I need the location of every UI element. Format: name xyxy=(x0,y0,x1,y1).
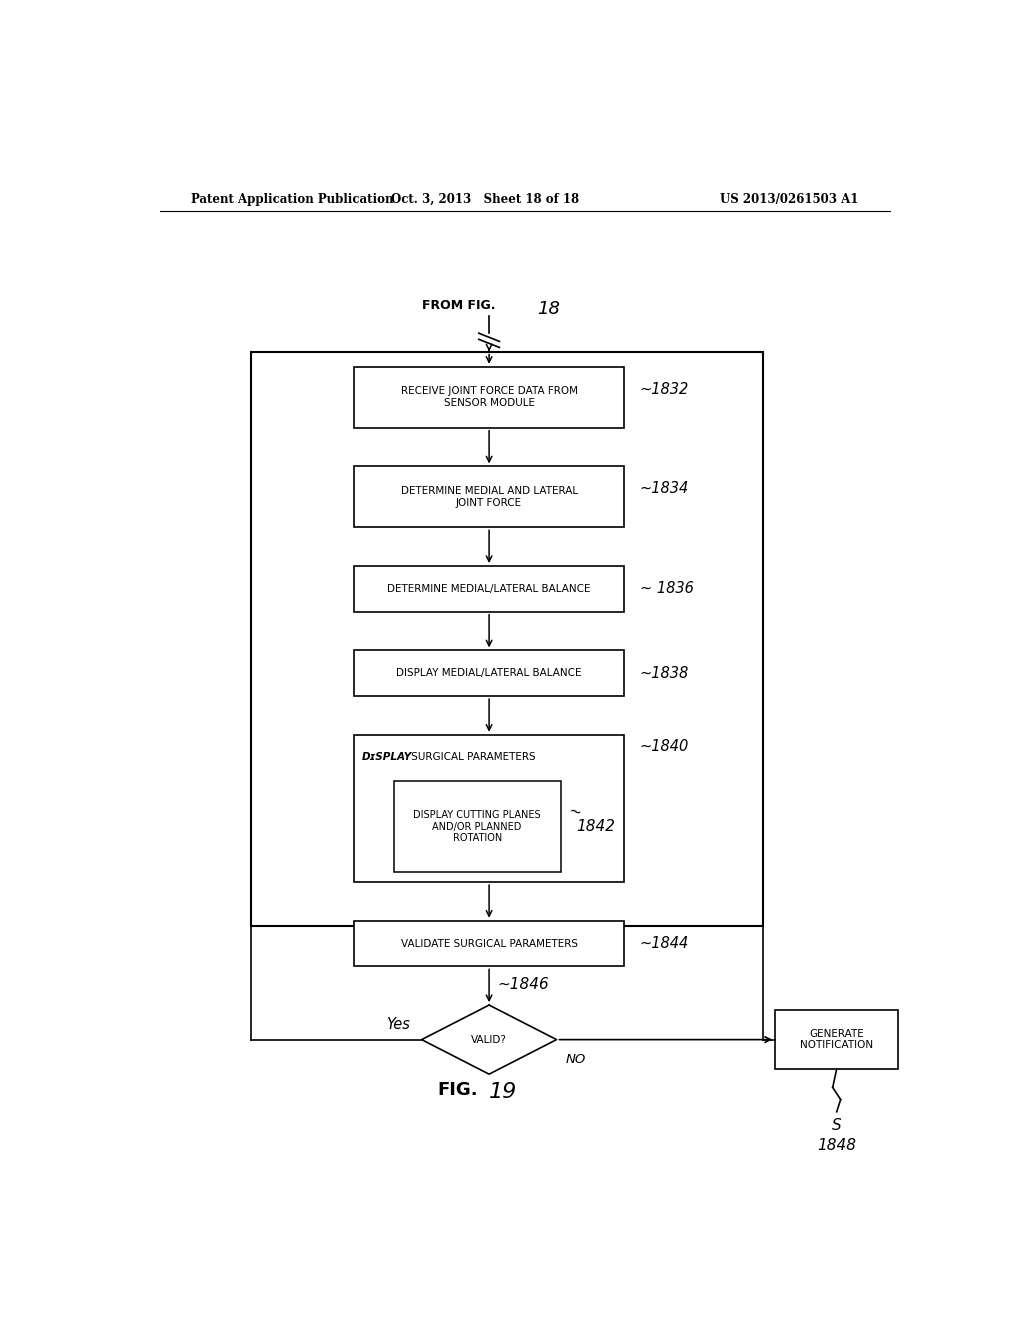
Bar xyxy=(394,781,560,873)
Bar xyxy=(251,351,763,925)
Polygon shape xyxy=(422,1005,557,1074)
Bar xyxy=(354,651,624,696)
Text: ~1840: ~1840 xyxy=(640,739,689,755)
Text: Oct. 3, 2013   Sheet 18 of 18: Oct. 3, 2013 Sheet 18 of 18 xyxy=(391,193,580,206)
Text: ~ 1836: ~ 1836 xyxy=(640,581,693,597)
Text: DISPLAY MEDIAL/LATERAL BALANCE: DISPLAY MEDIAL/LATERAL BALANCE xyxy=(396,668,582,678)
Bar xyxy=(354,921,624,966)
Bar xyxy=(354,735,624,882)
Text: ~1834: ~1834 xyxy=(640,482,689,496)
Text: US 2013/0261503 A1: US 2013/0261503 A1 xyxy=(720,193,858,206)
Text: GENERATE
NOTIFICATION: GENERATE NOTIFICATION xyxy=(800,1028,873,1051)
Text: FIG.: FIG. xyxy=(437,1081,478,1100)
Text: 18: 18 xyxy=(537,300,560,318)
Text: DISPLAY CUTTING PLANES
AND/OR PLANNED
ROTATION: DISPLAY CUTTING PLANES AND/OR PLANNED RO… xyxy=(414,810,541,843)
Text: SURGICAL PARAMETERS: SURGICAL PARAMETERS xyxy=(409,752,536,762)
Text: VALIDATE SURGICAL PARAMETERS: VALIDATE SURGICAL PARAMETERS xyxy=(400,939,578,949)
Text: ~1832: ~1832 xyxy=(640,381,689,396)
Bar xyxy=(354,466,624,528)
Text: ~: ~ xyxy=(567,803,583,820)
Text: DɪSPLAY: DɪSPLAY xyxy=(362,752,413,762)
Bar xyxy=(775,1010,898,1069)
Bar xyxy=(354,367,624,428)
Text: VALID?: VALID? xyxy=(471,1035,507,1044)
Text: ~1838: ~1838 xyxy=(640,665,689,681)
Text: NO: NO xyxy=(566,1053,587,1067)
Text: Patent Application Publication: Patent Application Publication xyxy=(191,193,394,206)
Text: DETERMINE MEDIAL AND LATERAL
JOINT FORCE: DETERMINE MEDIAL AND LATERAL JOINT FORCE xyxy=(400,486,578,508)
Bar xyxy=(354,566,624,611)
Text: 1848: 1848 xyxy=(817,1138,856,1154)
Text: RECEIVE JOINT FORCE DATA FROM
SENSOR MODULE: RECEIVE JOINT FORCE DATA FROM SENSOR MOD… xyxy=(400,387,578,408)
Text: S: S xyxy=(831,1118,842,1133)
Text: FROM FIG.: FROM FIG. xyxy=(422,300,500,313)
Text: ~1844: ~1844 xyxy=(640,936,689,952)
Text: ~1846: ~1846 xyxy=(497,977,549,993)
Text: 1842: 1842 xyxy=(577,820,615,834)
Text: 19: 19 xyxy=(489,1082,517,1102)
Text: DETERMINE MEDIAL/LATERAL BALANCE: DETERMINE MEDIAL/LATERAL BALANCE xyxy=(387,583,591,594)
Text: Yes: Yes xyxy=(386,1016,410,1032)
